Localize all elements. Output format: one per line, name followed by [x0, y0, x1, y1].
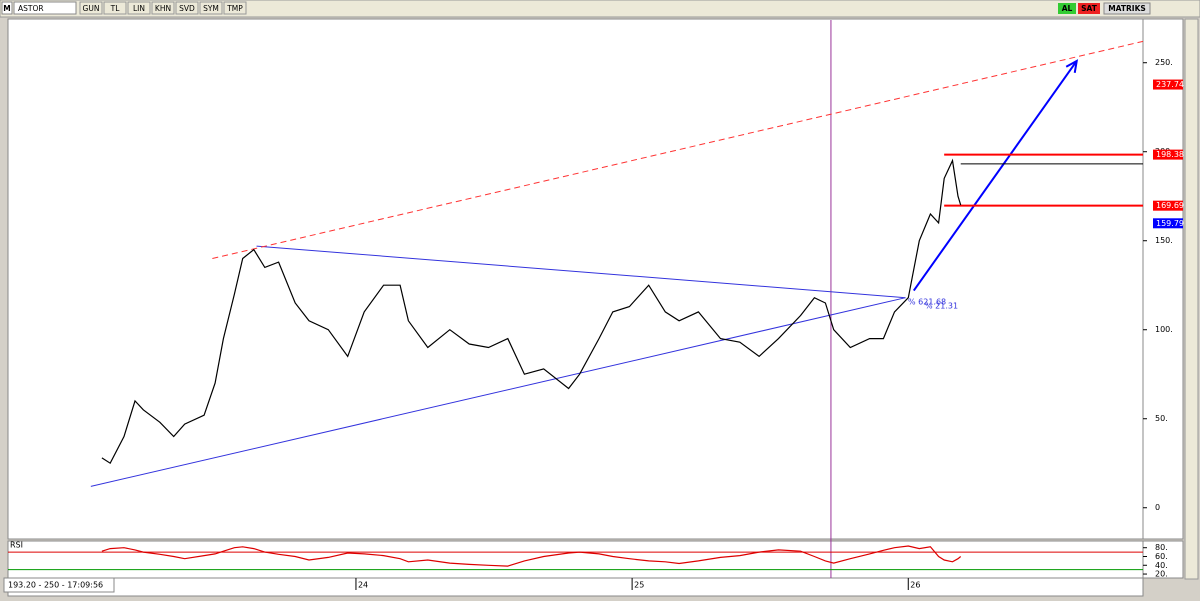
trendline [90, 297, 906, 487]
toolbar-button[interactable] [199, 1, 223, 15]
price-label-box [1153, 218, 1183, 229]
y-tick-label: 60. [1155, 552, 1168, 561]
price-line [101, 545, 962, 567]
x-tick-label: 24 [358, 581, 368, 590]
trendline [912, 60, 1078, 292]
toolbar-buttons: GUN TL LIN KHN SVD SYM TMP [79, 1, 247, 15]
price-line [101, 158, 962, 465]
toolbar [0, 0, 1200, 18]
price-scale [1142, 18, 1184, 540]
toolbar-button[interactable] [175, 1, 199, 15]
toolbar-button-label[interactable]: SYM [203, 4, 219, 13]
y-tick-label: 150. [1155, 236, 1173, 245]
y-tick-label: 0 [1155, 503, 1160, 512]
buy[interactable]: AL [1062, 4, 1073, 13]
y-tick-label: 40. [1155, 561, 1168, 570]
panel-title: RSI [10, 541, 23, 550]
symbol[interactable]: ASTOR [18, 4, 44, 13]
y-tick-label: 20. [1155, 570, 1168, 579]
price-label-box [1153, 149, 1183, 160]
symbol-box[interactable] [13, 1, 77, 15]
sell-button[interactable] [1078, 3, 1100, 14]
price-panel [7, 18, 1144, 540]
brand: MATRIKS [1108, 4, 1146, 13]
y-tick-label: 80. [1155, 543, 1168, 552]
toolbar-button[interactable] [103, 1, 127, 15]
price-label: 198.38 [1156, 150, 1184, 159]
y-tick-label: 50. [1155, 414, 1168, 423]
toolbar-button-label[interactable]: TMP [226, 4, 243, 13]
y-tick-label: 100. [1155, 325, 1173, 334]
arrow-head [1065, 59, 1079, 73]
x-tick-label: 25 [634, 581, 644, 590]
x-tick-label: 26 [910, 581, 920, 590]
y-tick-label: 250. [1155, 58, 1173, 67]
price-label: 237.74 [1156, 80, 1184, 89]
toolbar-button[interactable] [151, 1, 175, 15]
toolbar-button-label[interactable]: GUN [83, 4, 100, 13]
toolbar-button-label[interactable]: LIN [133, 4, 145, 13]
buy-button[interactable] [1058, 3, 1076, 14]
logo-box [1, 1, 13, 15]
annotation: % 621.68 [908, 298, 946, 307]
sell[interactable]: SAT [1081, 4, 1098, 13]
toolbar-button-label[interactable]: SVD [179, 4, 195, 13]
side-toolbar[interactable] [1184, 18, 1199, 580]
time-axis [7, 577, 1144, 597]
rsi-scale [1142, 540, 1184, 579]
price-label: 159.79 [1156, 219, 1184, 228]
logo: M [3, 4, 10, 13]
brand-box [1103, 2, 1151, 15]
toolbar-button-label[interactable]: KHN [155, 4, 171, 13]
trendline [256, 245, 906, 299]
price-label: 169.69 [1156, 201, 1184, 210]
price-label-box [1153, 79, 1183, 90]
rsi-panel [7, 540, 1144, 579]
toolbar-button-label[interactable]: TL [110, 4, 121, 13]
annotation: % 21.31 [925, 302, 958, 311]
status: 193.20 - 250 - 17:09:56 [8, 581, 103, 590]
toolbar-button[interactable] [223, 1, 247, 15]
status-box [3, 577, 115, 593]
price-label-box [1153, 200, 1183, 211]
toolbar-button[interactable] [79, 1, 103, 15]
toolbar-button[interactable] [127, 1, 151, 15]
